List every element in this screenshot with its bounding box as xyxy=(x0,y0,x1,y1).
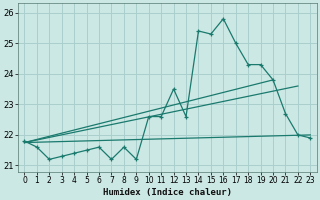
X-axis label: Humidex (Indice chaleur): Humidex (Indice chaleur) xyxy=(103,188,232,197)
